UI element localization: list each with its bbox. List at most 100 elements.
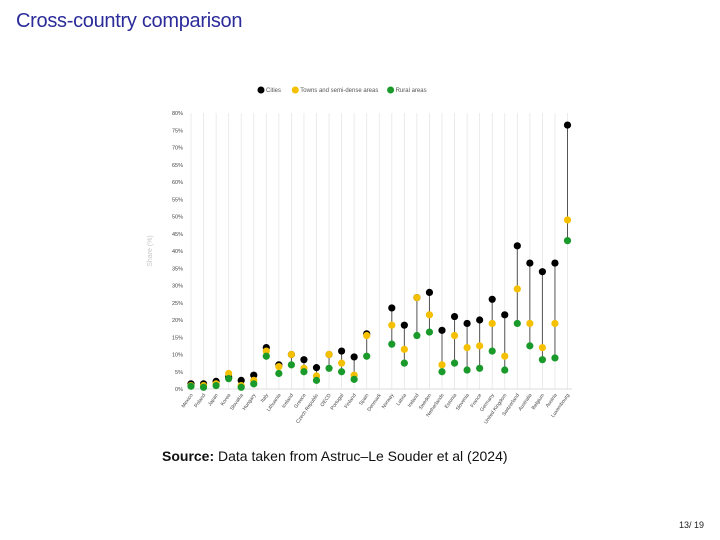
slide-title: Cross-country comparison — [16, 10, 243, 32]
data-point — [463, 319, 471, 328]
legend-marker — [257, 86, 265, 94]
data-point — [526, 342, 534, 350]
data-point — [513, 319, 521, 328]
data-point — [538, 268, 547, 276]
data-point — [250, 380, 258, 388]
data-point — [501, 311, 509, 319]
data-point — [300, 356, 308, 364]
data-point — [287, 350, 295, 359]
y-tick-label: 15% — [172, 335, 183, 341]
data-point — [450, 312, 459, 321]
data-point — [563, 121, 572, 129]
x-tick-label: Italy — [260, 392, 270, 403]
data-point — [526, 259, 534, 267]
data-point — [225, 369, 233, 378]
data-point — [501, 352, 509, 360]
x-tick-label: Poland — [193, 393, 207, 409]
data-point — [463, 366, 471, 374]
y-tick-label: 50% — [172, 215, 183, 221]
y-tick-label: 30% — [172, 284, 183, 290]
data-point — [563, 216, 572, 224]
source-text: Data taken from Astruc–Le Souder et al (… — [218, 448, 508, 464]
data-point — [413, 331, 421, 340]
legend-label: Rural areas — [396, 88, 427, 94]
y-tick-label: 65% — [172, 163, 183, 169]
y-tick-label: 0% — [175, 387, 183, 393]
y-tick-label: 75% — [172, 128, 183, 134]
y-tick-label: 80% — [172, 111, 183, 117]
data-point — [476, 316, 484, 324]
y-tick-label: 70% — [172, 146, 183, 152]
data-point — [262, 347, 270, 355]
data-point — [325, 350, 333, 359]
data-point — [463, 344, 471, 352]
data-point — [250, 371, 258, 379]
data-point — [400, 345, 408, 353]
y-tick-label: 55% — [172, 197, 183, 203]
data-point — [237, 383, 245, 391]
y-tick-label: 60% — [172, 180, 183, 186]
data-point — [350, 353, 358, 361]
chart-grid — [187, 113, 572, 390]
data-point — [551, 259, 559, 267]
data-point — [526, 319, 534, 328]
data-point — [388, 321, 396, 329]
data-point — [488, 319, 496, 328]
y-tick-label: 25% — [172, 301, 183, 307]
data-point — [199, 383, 208, 391]
x-tick-label: Norway — [381, 392, 396, 410]
data-point — [388, 340, 396, 348]
data-point — [563, 237, 572, 245]
y-tick-label: 45% — [172, 232, 183, 238]
source-label: Source: — [162, 448, 215, 464]
x-tick-label: Japan — [207, 393, 220, 408]
data-point — [425, 311, 434, 319]
data-point — [338, 368, 346, 376]
x-tick-label: Hungary — [242, 392, 258, 411]
data-point — [450, 359, 459, 367]
legend-marker — [387, 86, 395, 94]
data-point — [237, 376, 245, 384]
data-point — [501, 366, 509, 374]
data-point — [513, 242, 521, 250]
data-point — [400, 321, 408, 329]
data-point — [350, 375, 358, 383]
y-axis-label: Share (%) — [147, 235, 154, 267]
data-point — [300, 368, 308, 376]
y-axis: 0% 5% 10% 15% 20% 25% 30% 35% 40% 45% 50% 55% 60% 65%… — [172, 111, 183, 393]
x-tick-label: Mexico — [181, 393, 195, 410]
data-point — [438, 361, 446, 369]
data-point — [338, 359, 346, 367]
data-point — [538, 356, 547, 364]
data-point — [413, 293, 421, 302]
data-point — [425, 288, 434, 296]
y-tick-label: 5% — [175, 370, 183, 376]
data-point — [212, 381, 220, 390]
data-point — [275, 369, 283, 378]
data-point — [338, 347, 346, 355]
x-tick-label: Belgium — [531, 393, 546, 411]
legend-label: Towns and semi-dense areas — [300, 88, 378, 94]
data-point — [225, 375, 233, 383]
data-point — [312, 376, 321, 384]
y-tick-label: 40% — [172, 249, 183, 255]
data-point — [425, 328, 434, 336]
data-point — [551, 354, 559, 362]
data-point — [325, 364, 333, 372]
data-point — [438, 326, 446, 334]
data-point — [438, 368, 446, 376]
x-tick-label: Finland — [343, 393, 357, 410]
legend-marker — [291, 86, 299, 94]
data-point — [450, 331, 459, 340]
data-point — [275, 362, 283, 371]
data-point — [538, 344, 547, 352]
data-point — [363, 331, 371, 340]
y-tick-label: 10% — [172, 353, 183, 359]
legend-label: Cities — [266, 88, 281, 94]
source-note: Source: Data taken from Astruc–Le Souder… — [162, 448, 508, 464]
data-point — [488, 347, 496, 355]
data-point — [363, 352, 371, 360]
data-point — [388, 304, 396, 312]
data-point — [551, 319, 559, 328]
